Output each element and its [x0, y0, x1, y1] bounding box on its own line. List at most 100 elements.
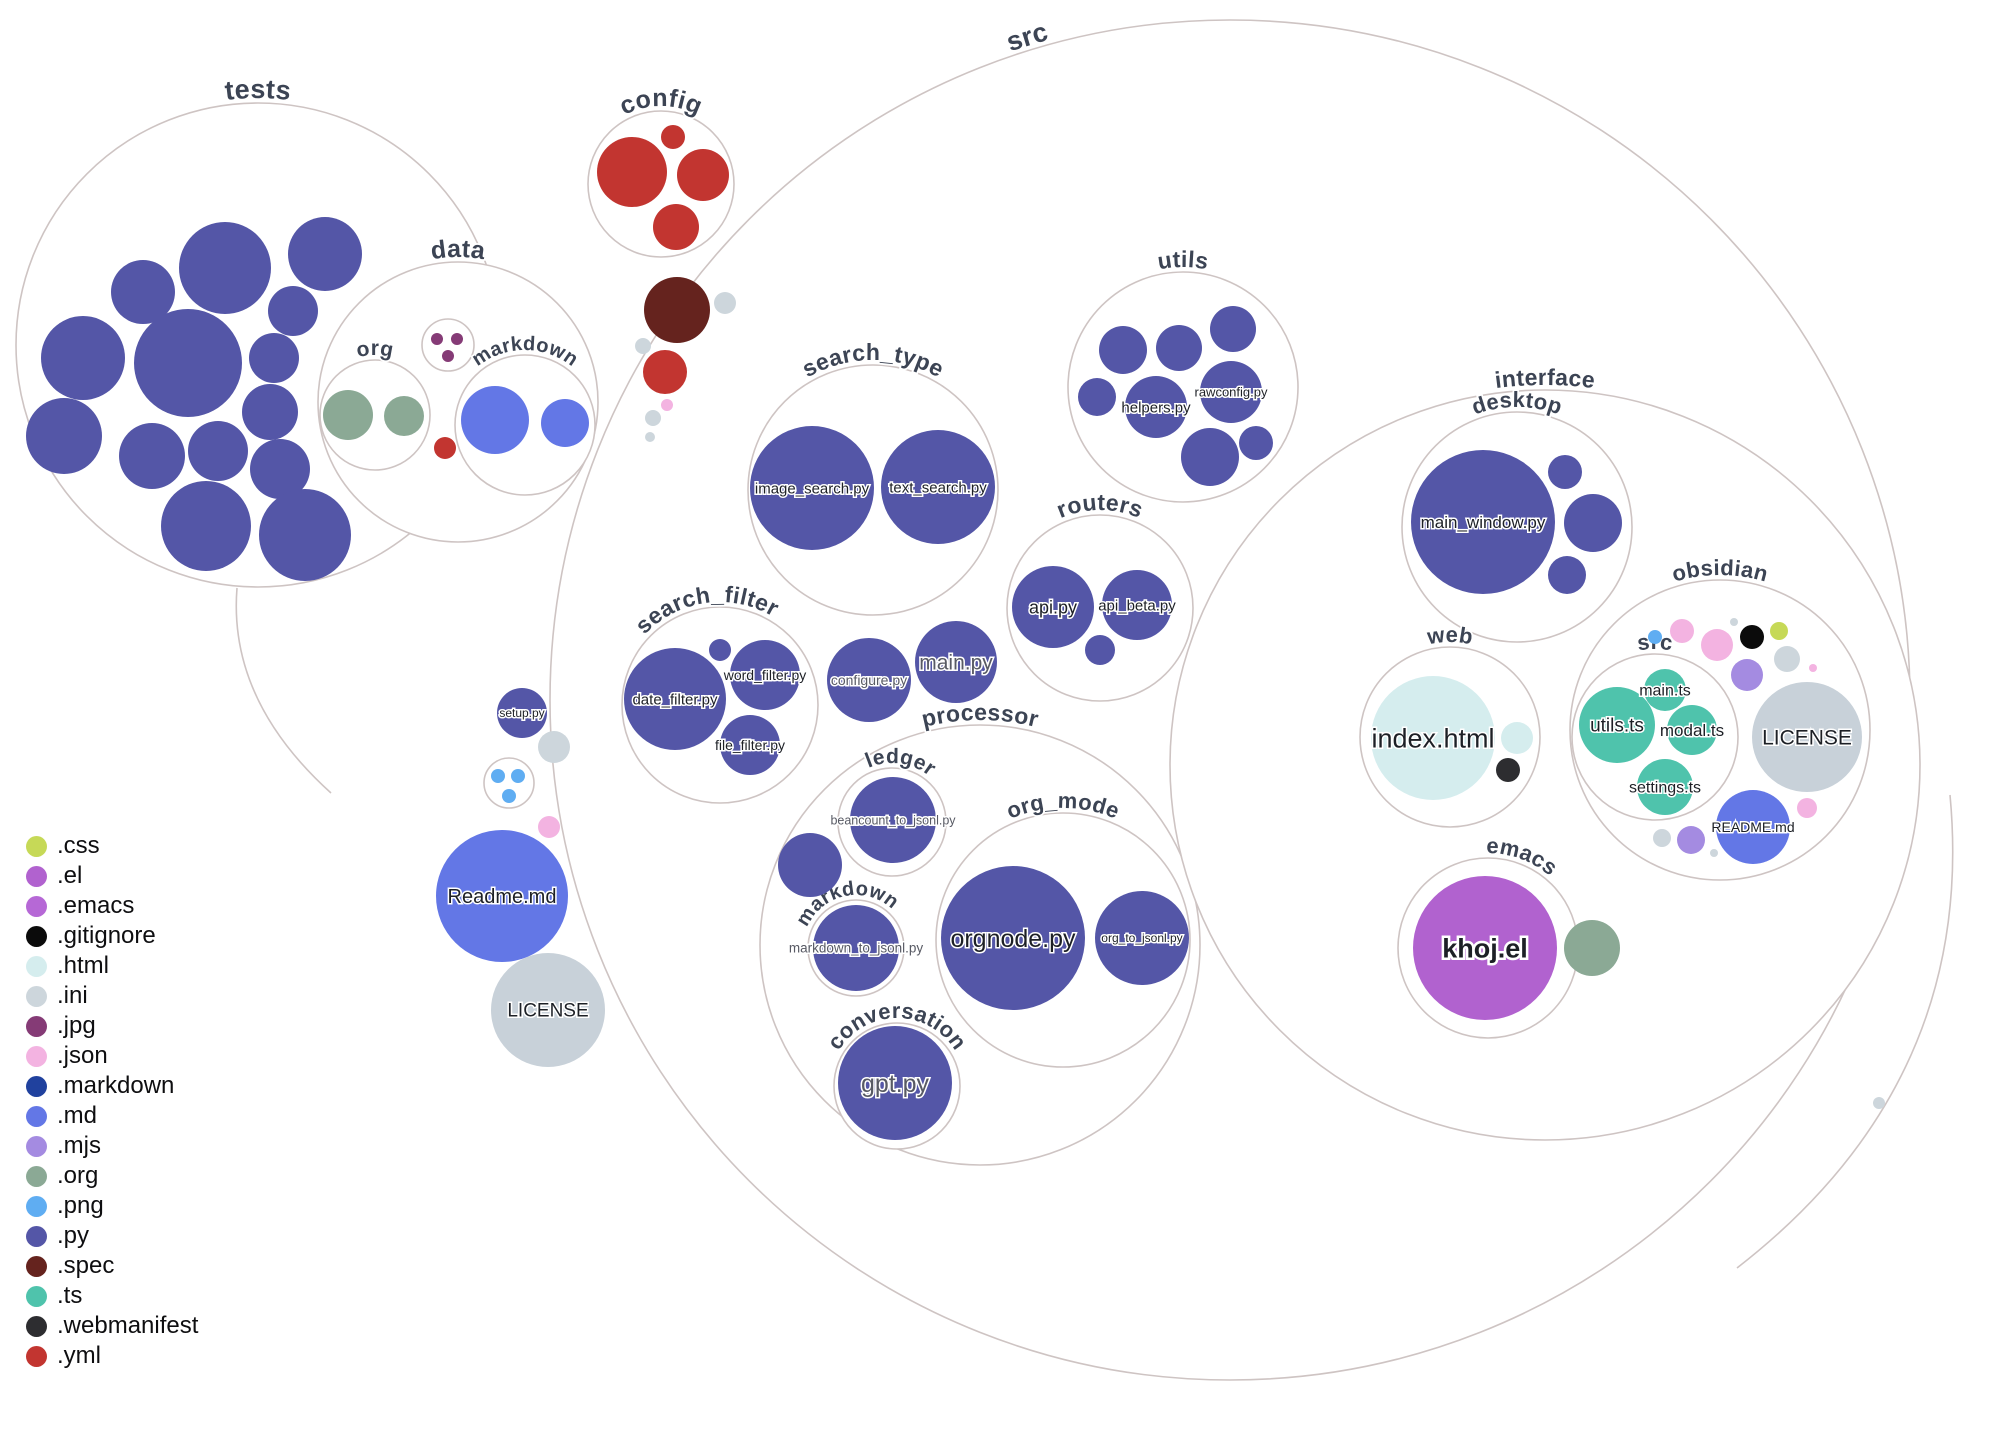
file-circle-proc-py	[778, 833, 842, 897]
file-circle-root-spec	[644, 277, 710, 343]
file-circle-desktop-py-3	[1548, 556, 1586, 594]
file-circle-utils-py-3	[1210, 306, 1256, 352]
legend-label-mjs: .mjs	[57, 1132, 101, 1159]
file-label-index-html: index.html	[1371, 723, 1494, 753]
file-circle-webmanifest	[1496, 758, 1520, 782]
dir-circle-data-org	[319, 359, 431, 471]
file-label-settings-ts: settings.ts	[1629, 780, 1701, 797]
file-circle-desktop-py-1	[1548, 455, 1582, 489]
file-label-beancount: beancount_to_jsonl.py	[830, 813, 956, 827]
legend-dot-jpg	[26, 1015, 47, 1037]
legend-label-png: .png	[57, 1192, 104, 1219]
file-circle-obs-css	[1770, 622, 1788, 640]
file-label-setup-py: setup.py	[499, 706, 544, 720]
legend-dot-gitignore	[26, 925, 47, 947]
dir-label-text-data: data	[427, 233, 489, 267]
legend-dot-org	[26, 1165, 47, 1187]
file-circle-org-to-jsonl	[1095, 891, 1189, 985]
file-circle-root-ini-4	[645, 432, 655, 442]
file-circle-utils-ts	[1579, 687, 1655, 763]
file-label-date-filter: date_filter.py	[632, 691, 718, 708]
legend-item-yml: .yml	[26, 1344, 101, 1368]
legend-item-spec: .spec	[26, 1254, 114, 1278]
dir-circle-routers	[1006, 514, 1194, 702]
legend-item-markdown: .markdown	[26, 1074, 174, 1098]
file-circle-root-png-3	[502, 789, 516, 803]
legend-item-mjs: .mjs	[26, 1134, 101, 1158]
dir-circle-data-images	[421, 318, 475, 372]
file-circle-data-jpg-3	[442, 350, 454, 362]
file-circle-data-yml	[434, 437, 456, 459]
file-circle-tests-py-7	[249, 333, 299, 383]
legend-label-jpg: .jpg	[57, 1012, 96, 1039]
file-circle-obs-json-4	[1797, 798, 1817, 818]
file-label-text-search: text_search.py	[889, 479, 987, 496]
legend-item-py: .py	[26, 1224, 89, 1248]
file-label-license-obs: LICENSE	[1762, 726, 1852, 749]
file-circle-utils-py-5	[1181, 428, 1239, 486]
legend-item-gitignore: .gitignore	[26, 924, 156, 948]
file-circle-text-search	[881, 430, 995, 544]
legend-dot-json	[26, 1045, 47, 1067]
file-circle-word-filter	[730, 640, 800, 710]
file-circle-tests-py-1	[111, 260, 175, 324]
file-label-api-beta-py: api_beta.py	[1098, 597, 1176, 614]
legend-label-yml: .yml	[57, 1342, 101, 1369]
file-circle-config-yml-1	[597, 137, 667, 207]
file-circle-tests-py-2	[179, 222, 271, 314]
legend-label-webmanifest: .webmanifest	[57, 1312, 199, 1339]
legend-item-png: .png	[26, 1194, 104, 1218]
dir-label-interface: interface	[1493, 364, 1596, 393]
file-label-gpt-py: gpt.py	[861, 1070, 930, 1098]
file-circle-iface-org	[1564, 920, 1620, 976]
file-label-file-filter: file_filter.py	[715, 737, 785, 753]
file-circle-setup-py	[497, 688, 547, 738]
file-circle-utils-py-1	[1099, 326, 1147, 374]
file-label-khoj-el: khoj.el	[1442, 933, 1528, 963]
file-label-configure-py: configure.py	[831, 672, 907, 688]
dir-label-text-interface: interface	[1492, 362, 1598, 395]
file-label-license-root: LICENSE	[507, 1001, 588, 1022]
root-boundary-arc-root-left	[235, 587, 332, 794]
file-circle-data-md-1	[461, 386, 529, 454]
file-circle-obs-mjs-2	[1677, 826, 1705, 854]
file-circle-helpers-py	[1125, 376, 1187, 438]
file-circle-utils-py-6	[1239, 426, 1273, 460]
file-circle-gpt-py	[838, 1026, 952, 1140]
file-circle-tests-py-5	[41, 316, 125, 400]
dir-label-text-utils: utils	[1154, 244, 1212, 276]
file-circle-obs-ini-1	[1730, 618, 1738, 626]
root-boundary-arc-root-right	[1736, 794, 1954, 1269]
legend-item-ini: .ini	[26, 984, 88, 1008]
file-circle-obs-ini-3	[1653, 829, 1671, 847]
file-circle-root-ini-5	[538, 731, 570, 763]
file-circle-obs-ini-2	[1774, 646, 1800, 672]
file-circle-main-py	[915, 621, 997, 703]
file-label-word-filter: word_filter.py	[723, 667, 806, 683]
file-circle-api-beta-py	[1102, 570, 1172, 640]
file-circle-md-to-jsonl	[813, 905, 899, 991]
file-circle-tests-py-10	[119, 423, 185, 489]
legend-label-md: .md	[57, 1102, 98, 1129]
file-circle-obs-ini-4	[1710, 849, 1718, 857]
file-label-main-window: main_window.py	[1421, 513, 1546, 532]
legend-label-py: .py	[57, 1222, 90, 1249]
legend-dot-html	[26, 955, 47, 977]
dir-label-tests: tests	[223, 74, 292, 106]
legend-label-gitignore: .gitignore	[57, 922, 156, 949]
file-circle-root-ini-1	[714, 292, 736, 314]
file-circle-filter-py	[709, 639, 731, 661]
file-circle-tests-py-8	[242, 384, 298, 440]
dir-label-data: data	[429, 235, 488, 265]
file-circle-rawconfig-py	[1200, 361, 1262, 423]
legend-item-jpg: .jpg	[26, 1014, 96, 1038]
legend-item-css: .css	[26, 834, 100, 858]
file-circle-obs-gitignore	[1740, 625, 1764, 649]
file-circle-data-org-2	[384, 396, 424, 436]
dir-label-data-org: org	[355, 337, 396, 362]
file-circle-root-json-2	[538, 816, 560, 838]
file-label-md-to-jsonl: markdown_to_jsonl.py	[789, 941, 924, 956]
file-circle-root-ini-2	[635, 338, 651, 354]
file-circle-obs-json-1	[1670, 619, 1694, 643]
